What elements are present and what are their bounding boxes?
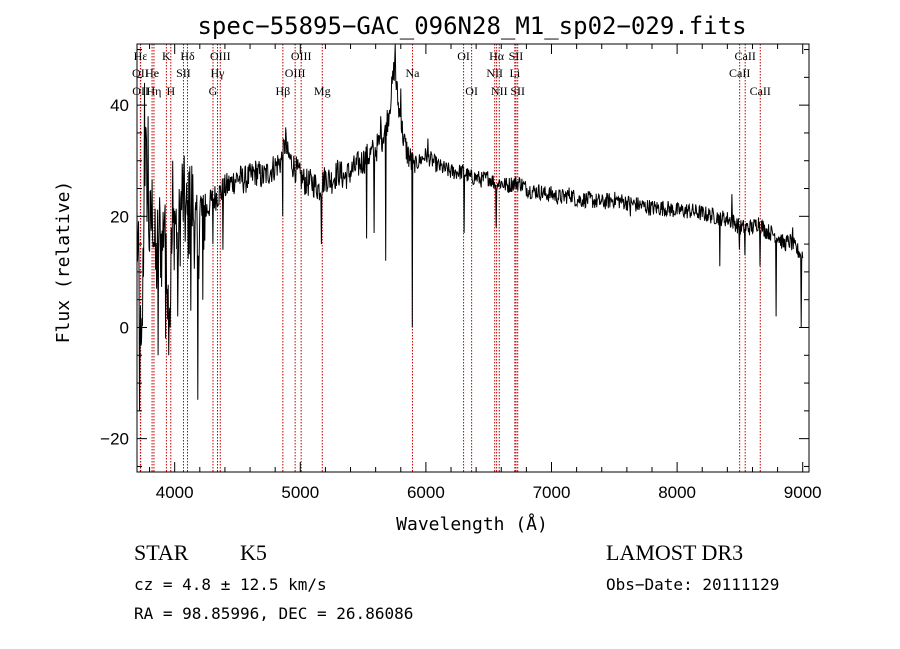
spectral-line-label: He — [145, 66, 159, 80]
survey-name: LAMOST DR3 — [606, 540, 743, 565]
spectral-line-label: SII — [509, 49, 524, 63]
x-axis-ticks: 4000 5000 6000 7000 8000 9000 — [149, 44, 822, 502]
redshift-text: cz = 4.8 ± 12.5 km/s — [134, 575, 327, 594]
spectral-line-label: OI — [457, 49, 470, 63]
spectral-line-label: G — [209, 84, 218, 98]
y-axis-ticks: −20 0 20 40 — [100, 49, 809, 467]
x-tick-label: 4000 — [156, 483, 194, 502]
spectral-line-label: Hα — [489, 49, 505, 63]
object-class: STAR — [134, 540, 189, 565]
x-axis-label: Wavelength (Å) — [396, 513, 548, 535]
spectral-line-label: OIII — [291, 49, 312, 63]
coords-text: RA = 98.85996, DEC = 26.86086 — [134, 604, 413, 623]
spectral-line-label: CaII — [735, 49, 756, 63]
x-tick-label: 6000 — [407, 483, 445, 502]
spectral-line-label: OIII — [285, 66, 306, 80]
spectral-line-label: OI — [465, 84, 478, 98]
y-axis-label: Flux (relative) — [53, 181, 74, 344]
spectral-line-label: NII — [486, 66, 503, 80]
x-tick-label: 7000 — [533, 483, 571, 502]
spectral-line-label: CaII — [729, 66, 750, 80]
spectral-line-label: NII — [491, 84, 508, 98]
spectral-line-label: SII — [176, 66, 191, 80]
obs-date: Obs−Date: 20111129 — [606, 575, 779, 594]
spectral-line-label: Hε — [134, 49, 148, 63]
flux-line — [136, 43, 804, 411]
y-tick-label: 40 — [110, 96, 129, 115]
spectral-line-label: Mg — [314, 84, 331, 98]
spectral-line-label: Li — [509, 66, 520, 80]
x-tick-label: 5000 — [281, 483, 319, 502]
spectral-line-label: Hγ — [211, 66, 226, 80]
spectral-line-label: OIII — [210, 49, 231, 63]
y-tick-label: 0 — [120, 318, 129, 337]
plot-frame — [136, 43, 810, 473]
x-tick-label: 9000 — [784, 483, 822, 502]
spectral-line-label: OII — [132, 66, 149, 80]
y-tick-label: 20 — [110, 207, 129, 226]
x-tick-label: 8000 — [658, 483, 696, 502]
spectral-line-label: Hδ — [180, 49, 195, 63]
spectral-line-label: Hβ — [275, 84, 290, 98]
spectral-line-label: SII — [510, 84, 525, 98]
spectral-line-label: K — [162, 49, 171, 63]
spectral-line-markers — [139, 44, 761, 472]
spectral-line-label: CaII — [750, 84, 771, 98]
object-subclass: K5 — [240, 540, 267, 565]
flux-series — [136, 43, 804, 411]
spectral-line-label: Na — [405, 66, 420, 80]
spectral-line-label: Hη — [146, 84, 161, 98]
chart-title: spec−55895−GAC_096N28_M1_sp02−029.fits — [197, 12, 746, 40]
y-tick-label: −20 — [100, 430, 129, 449]
spectral-line-label: H — [166, 84, 175, 98]
